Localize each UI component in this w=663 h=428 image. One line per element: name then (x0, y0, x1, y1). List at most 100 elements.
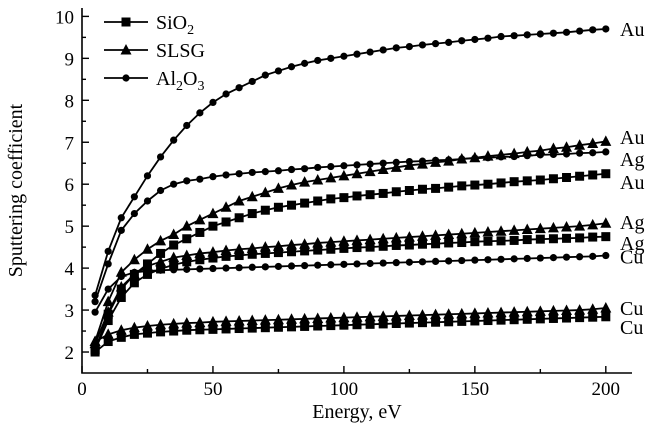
data-point (510, 32, 518, 40)
data-point (602, 25, 610, 33)
data-point (143, 267, 152, 275)
data-point (313, 196, 323, 206)
series-line (94, 172, 606, 351)
data-point (326, 194, 336, 204)
data-point (208, 324, 218, 334)
x-tick-label: 0 (77, 379, 87, 400)
data-point (509, 315, 519, 325)
data-point (246, 314, 258, 326)
data-point (195, 227, 205, 237)
data-point (169, 240, 179, 250)
data-point (365, 242, 375, 252)
data-point (378, 241, 388, 251)
series-line (94, 28, 606, 296)
data-point (392, 158, 400, 166)
y-tick-label: 5 (65, 217, 75, 238)
data-point (208, 221, 218, 231)
legend-marker (121, 17, 131, 27)
data-point (235, 170, 243, 178)
data-point (338, 235, 350, 246)
data-point (299, 238, 311, 249)
data-point (287, 247, 297, 257)
data-point (286, 179, 298, 190)
data-point (130, 193, 138, 201)
data-point (156, 248, 166, 258)
data-point (431, 40, 440, 48)
data-point (115, 324, 127, 335)
data-point (574, 139, 586, 150)
data-point (156, 153, 165, 161)
data-point (444, 238, 454, 248)
data-point (170, 136, 178, 144)
data-point (287, 165, 296, 174)
data-point (115, 280, 127, 292)
data-point (286, 313, 298, 324)
data-point (287, 200, 297, 210)
data-point (418, 41, 427, 49)
data-point (169, 326, 179, 336)
data-point (536, 254, 544, 262)
data-point (261, 71, 269, 79)
data-point (313, 245, 323, 255)
data-point (589, 26, 597, 34)
data-point (602, 148, 610, 156)
data-point (170, 180, 178, 188)
legend-marker (120, 44, 132, 55)
data-point (195, 325, 205, 335)
data-point (522, 176, 532, 186)
data-point (301, 261, 309, 270)
data-point (272, 182, 284, 193)
data-point (403, 231, 415, 242)
data-point (575, 313, 585, 323)
data-point (495, 306, 507, 318)
data-point (103, 316, 113, 326)
data-point (390, 161, 402, 172)
data-point (495, 225, 507, 236)
series-line (94, 307, 606, 343)
data-point (497, 32, 505, 41)
data-point (366, 48, 374, 56)
data-point (246, 190, 258, 202)
data-point (576, 27, 584, 35)
data-point (445, 38, 453, 47)
data-point (325, 171, 337, 183)
data-point (602, 251, 610, 260)
data-point (508, 224, 520, 235)
data-point (418, 157, 427, 165)
data-point (575, 171, 585, 181)
data-point (222, 90, 230, 98)
data-point (222, 264, 230, 272)
data-point (600, 135, 612, 146)
data-point (430, 308, 442, 320)
series-slsg-cu (89, 301, 612, 347)
series-end-label: Au (620, 127, 644, 149)
data-point (143, 172, 152, 180)
data-point (497, 255, 505, 263)
data-point (379, 46, 387, 54)
data-point (548, 174, 558, 184)
data-point (404, 186, 414, 195)
data-point (548, 313, 558, 323)
data-point (471, 154, 479, 162)
data-point (195, 255, 205, 265)
data-point (458, 37, 466, 45)
x-axis-title: Energy, eV (312, 401, 402, 423)
legend-label-main: Al (156, 68, 176, 90)
data-point (574, 304, 586, 315)
data-point (431, 257, 440, 266)
data-point (261, 263, 269, 271)
data-point (548, 234, 558, 244)
data-point (588, 312, 598, 322)
data-point (325, 236, 337, 247)
data-point (445, 156, 453, 164)
data-point (390, 309, 402, 321)
y-tick-label: 10 (55, 7, 74, 28)
data-point (457, 181, 467, 191)
data-point (562, 172, 572, 182)
data-point (274, 67, 283, 75)
data-point (445, 257, 453, 265)
data-point (339, 243, 349, 253)
data-point (404, 318, 414, 328)
data-point (352, 243, 362, 253)
